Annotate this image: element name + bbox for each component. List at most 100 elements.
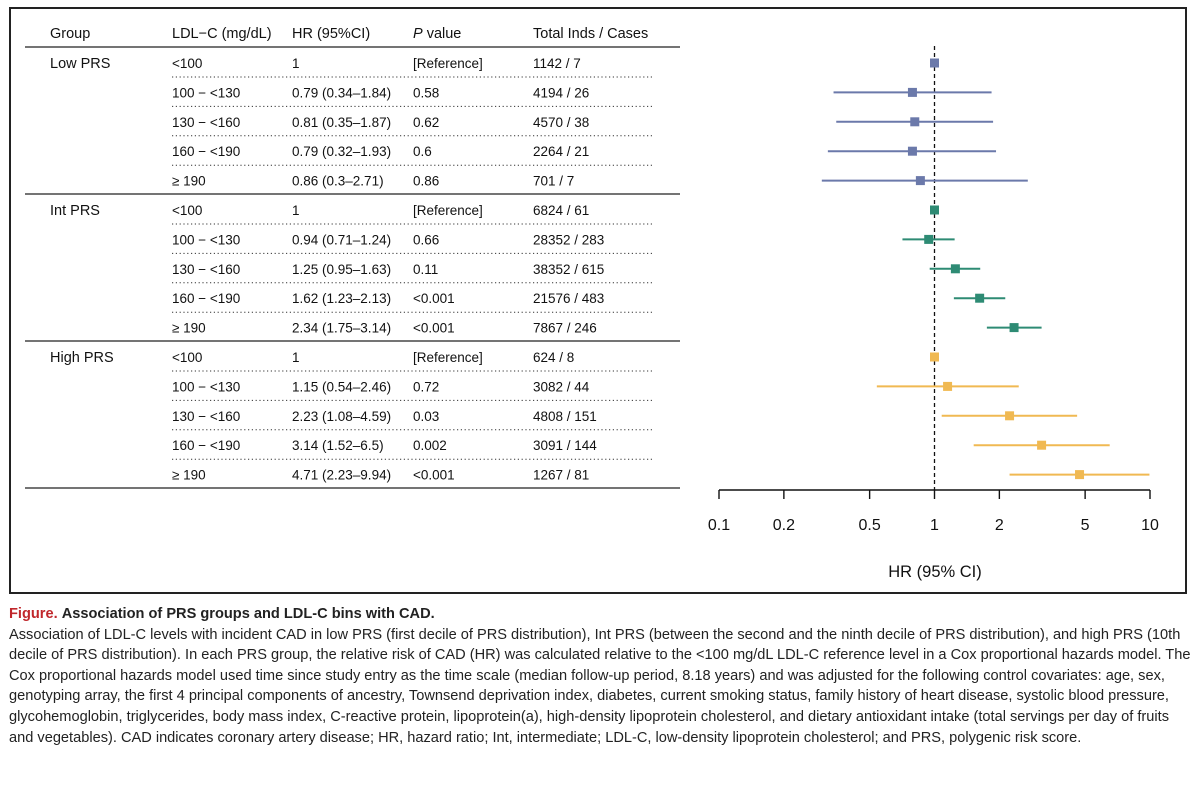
cell-total: 2264 / 21 <box>533 144 589 159</box>
cell-total: 3082 / 44 <box>533 379 590 394</box>
cell-total: 4194 / 26 <box>533 85 589 100</box>
cell-ldl: 130 − <160 <box>172 409 240 424</box>
cell-total: 624 / 8 <box>533 350 574 365</box>
cell-total: 7867 / 246 <box>533 321 597 336</box>
cell-total: 4570 / 38 <box>533 115 589 130</box>
hr-marker <box>950 264 960 274</box>
x-tick-label: 2 <box>995 517 1004 534</box>
group-label: High PRS <box>50 350 114 366</box>
caption-title: Association of PRS groups and LDL-C bins… <box>61 606 435 622</box>
cell-total: 1267 / 81 <box>533 468 589 483</box>
cell-total: 28352 / 283 <box>533 232 604 247</box>
group-label: Low PRS <box>50 56 110 72</box>
header-p-value: P value <box>413 26 461 42</box>
cell-p-value: 0.86 <box>413 174 439 189</box>
caption-label: Figure. <box>9 606 58 622</box>
cell-p-value: <0.001 <box>413 321 455 336</box>
cell-ldl: 130 − <160 <box>172 115 240 130</box>
cell-ldl: 130 − <160 <box>172 262 240 277</box>
cell-hr: 1.62 (1.23–2.13) <box>292 291 391 306</box>
forest-plot: Group LDL−C (mg/dL) HR (95%CI) P value Total… <box>25 26 1159 581</box>
cell-ldl: <100 <box>172 203 202 218</box>
hr-marker <box>910 117 920 127</box>
header-group: Group <box>50 26 90 42</box>
hr-marker <box>930 352 939 362</box>
hr-marker <box>1005 411 1015 421</box>
cell-total: 6824 / 61 <box>533 203 589 218</box>
cell-ldl: ≥ 190 <box>172 174 206 189</box>
hr-marker <box>924 234 934 244</box>
cell-p-value: 0.11 <box>413 262 438 277</box>
cell-hr: 2.34 (1.75–3.14) <box>292 321 391 336</box>
cell-p-value: 0.03 <box>413 409 439 424</box>
cell-ldl: 100 − <130 <box>172 379 240 394</box>
cell-p-value: <0.001 <box>413 291 455 306</box>
header-p-italic: P <box>413 26 423 42</box>
cell-hr: 1.15 (0.54–2.46) <box>292 379 391 394</box>
cell-ldl: ≥ 190 <box>172 321 206 336</box>
hr-marker <box>1037 440 1047 450</box>
cell-hr: 4.71 (2.23–9.94) <box>292 468 391 483</box>
x-tick-label: 0.2 <box>773 517 795 534</box>
hr-marker <box>943 381 953 391</box>
cell-p-value: 0.58 <box>413 85 439 100</box>
cell-hr: 1.25 (0.95–1.63) <box>292 262 391 277</box>
header-hr: HR (95%CI) <box>292 26 370 42</box>
cell-total: 1142 / 7 <box>533 56 581 71</box>
figure-frame <box>9 7 1187 594</box>
cell-ldl: 160 − <190 <box>172 291 240 306</box>
cell-hr: 2.23 (1.08–4.59) <box>292 409 391 424</box>
cell-total: 21576 / 483 <box>533 291 604 306</box>
cell-total: 3091 / 144 <box>533 438 597 453</box>
hr-marker <box>907 87 917 97</box>
cell-hr: 3.14 (1.52–6.5) <box>292 438 384 453</box>
cell-p-value: 0.66 <box>413 232 439 247</box>
cell-ldl: 100 − <130 <box>172 85 240 100</box>
cell-hr: 0.94 (0.71–1.24) <box>292 232 391 247</box>
caption-text: Association of LDL-C levels with inciden… <box>9 626 1191 746</box>
x-tick-label: 0.1 <box>708 517 730 534</box>
hr-marker <box>915 176 925 186</box>
x-tick-label: 1 <box>930 517 939 534</box>
cell-ldl: 160 − <190 <box>172 438 240 453</box>
cell-p-value: 0.62 <box>413 115 439 130</box>
cell-hr: 0.86 (0.3–2.71) <box>292 174 384 189</box>
cell-total: 38352 / 615 <box>533 262 604 277</box>
hr-marker <box>975 293 985 303</box>
header-ldl: LDL−C (mg/dL) <box>172 26 272 42</box>
x-axis-label: HR (95% CI) <box>888 563 982 581</box>
cell-hr: 0.81 (0.35–1.87) <box>292 115 391 130</box>
cell-ldl: 100 − <130 <box>172 232 240 247</box>
hr-marker <box>1009 323 1019 333</box>
cell-hr: 1 <box>292 203 300 218</box>
cell-ldl: <100 <box>172 350 202 365</box>
x-tick-label: 0.5 <box>859 517 881 534</box>
cell-hr: 0.79 (0.34–1.84) <box>292 85 391 100</box>
cell-hr: 0.79 (0.32–1.93) <box>292 144 391 159</box>
cell-p-value: [Reference] <box>413 350 483 365</box>
header-p-rest: value <box>423 26 462 42</box>
cell-p-value: [Reference] <box>413 203 483 218</box>
x-tick-label: 5 <box>1081 517 1090 534</box>
cell-p-value: 0.72 <box>413 379 439 394</box>
cell-p-value: [Reference] <box>413 56 483 71</box>
cell-p-value: 0.002 <box>413 438 447 453</box>
cell-p-value: <0.001 <box>413 468 455 483</box>
figure-caption: Figure. Association of PRS groups and LD… <box>9 604 1194 748</box>
cell-ldl: ≥ 190 <box>172 468 206 483</box>
hr-marker <box>930 205 939 215</box>
cell-total: 4808 / 151 <box>533 409 597 424</box>
cell-p-value: 0.6 <box>413 144 432 159</box>
header-total: Total Inds / Cases <box>533 26 648 42</box>
hr-marker <box>1075 470 1085 480</box>
cell-hr: 1 <box>292 350 300 365</box>
cell-ldl: <100 <box>172 56 202 71</box>
cell-hr: 1 <box>292 56 300 71</box>
caption-title-line: Figure. Association of PRS groups and LD… <box>9 604 1194 625</box>
cell-total: 701 / 7 <box>533 174 574 189</box>
x-tick-label: 10 <box>1141 517 1159 534</box>
cell-ldl: 160 − <190 <box>172 144 240 159</box>
group-label: Int PRS <box>50 203 100 219</box>
hr-marker <box>930 58 939 68</box>
hr-marker <box>907 146 917 156</box>
